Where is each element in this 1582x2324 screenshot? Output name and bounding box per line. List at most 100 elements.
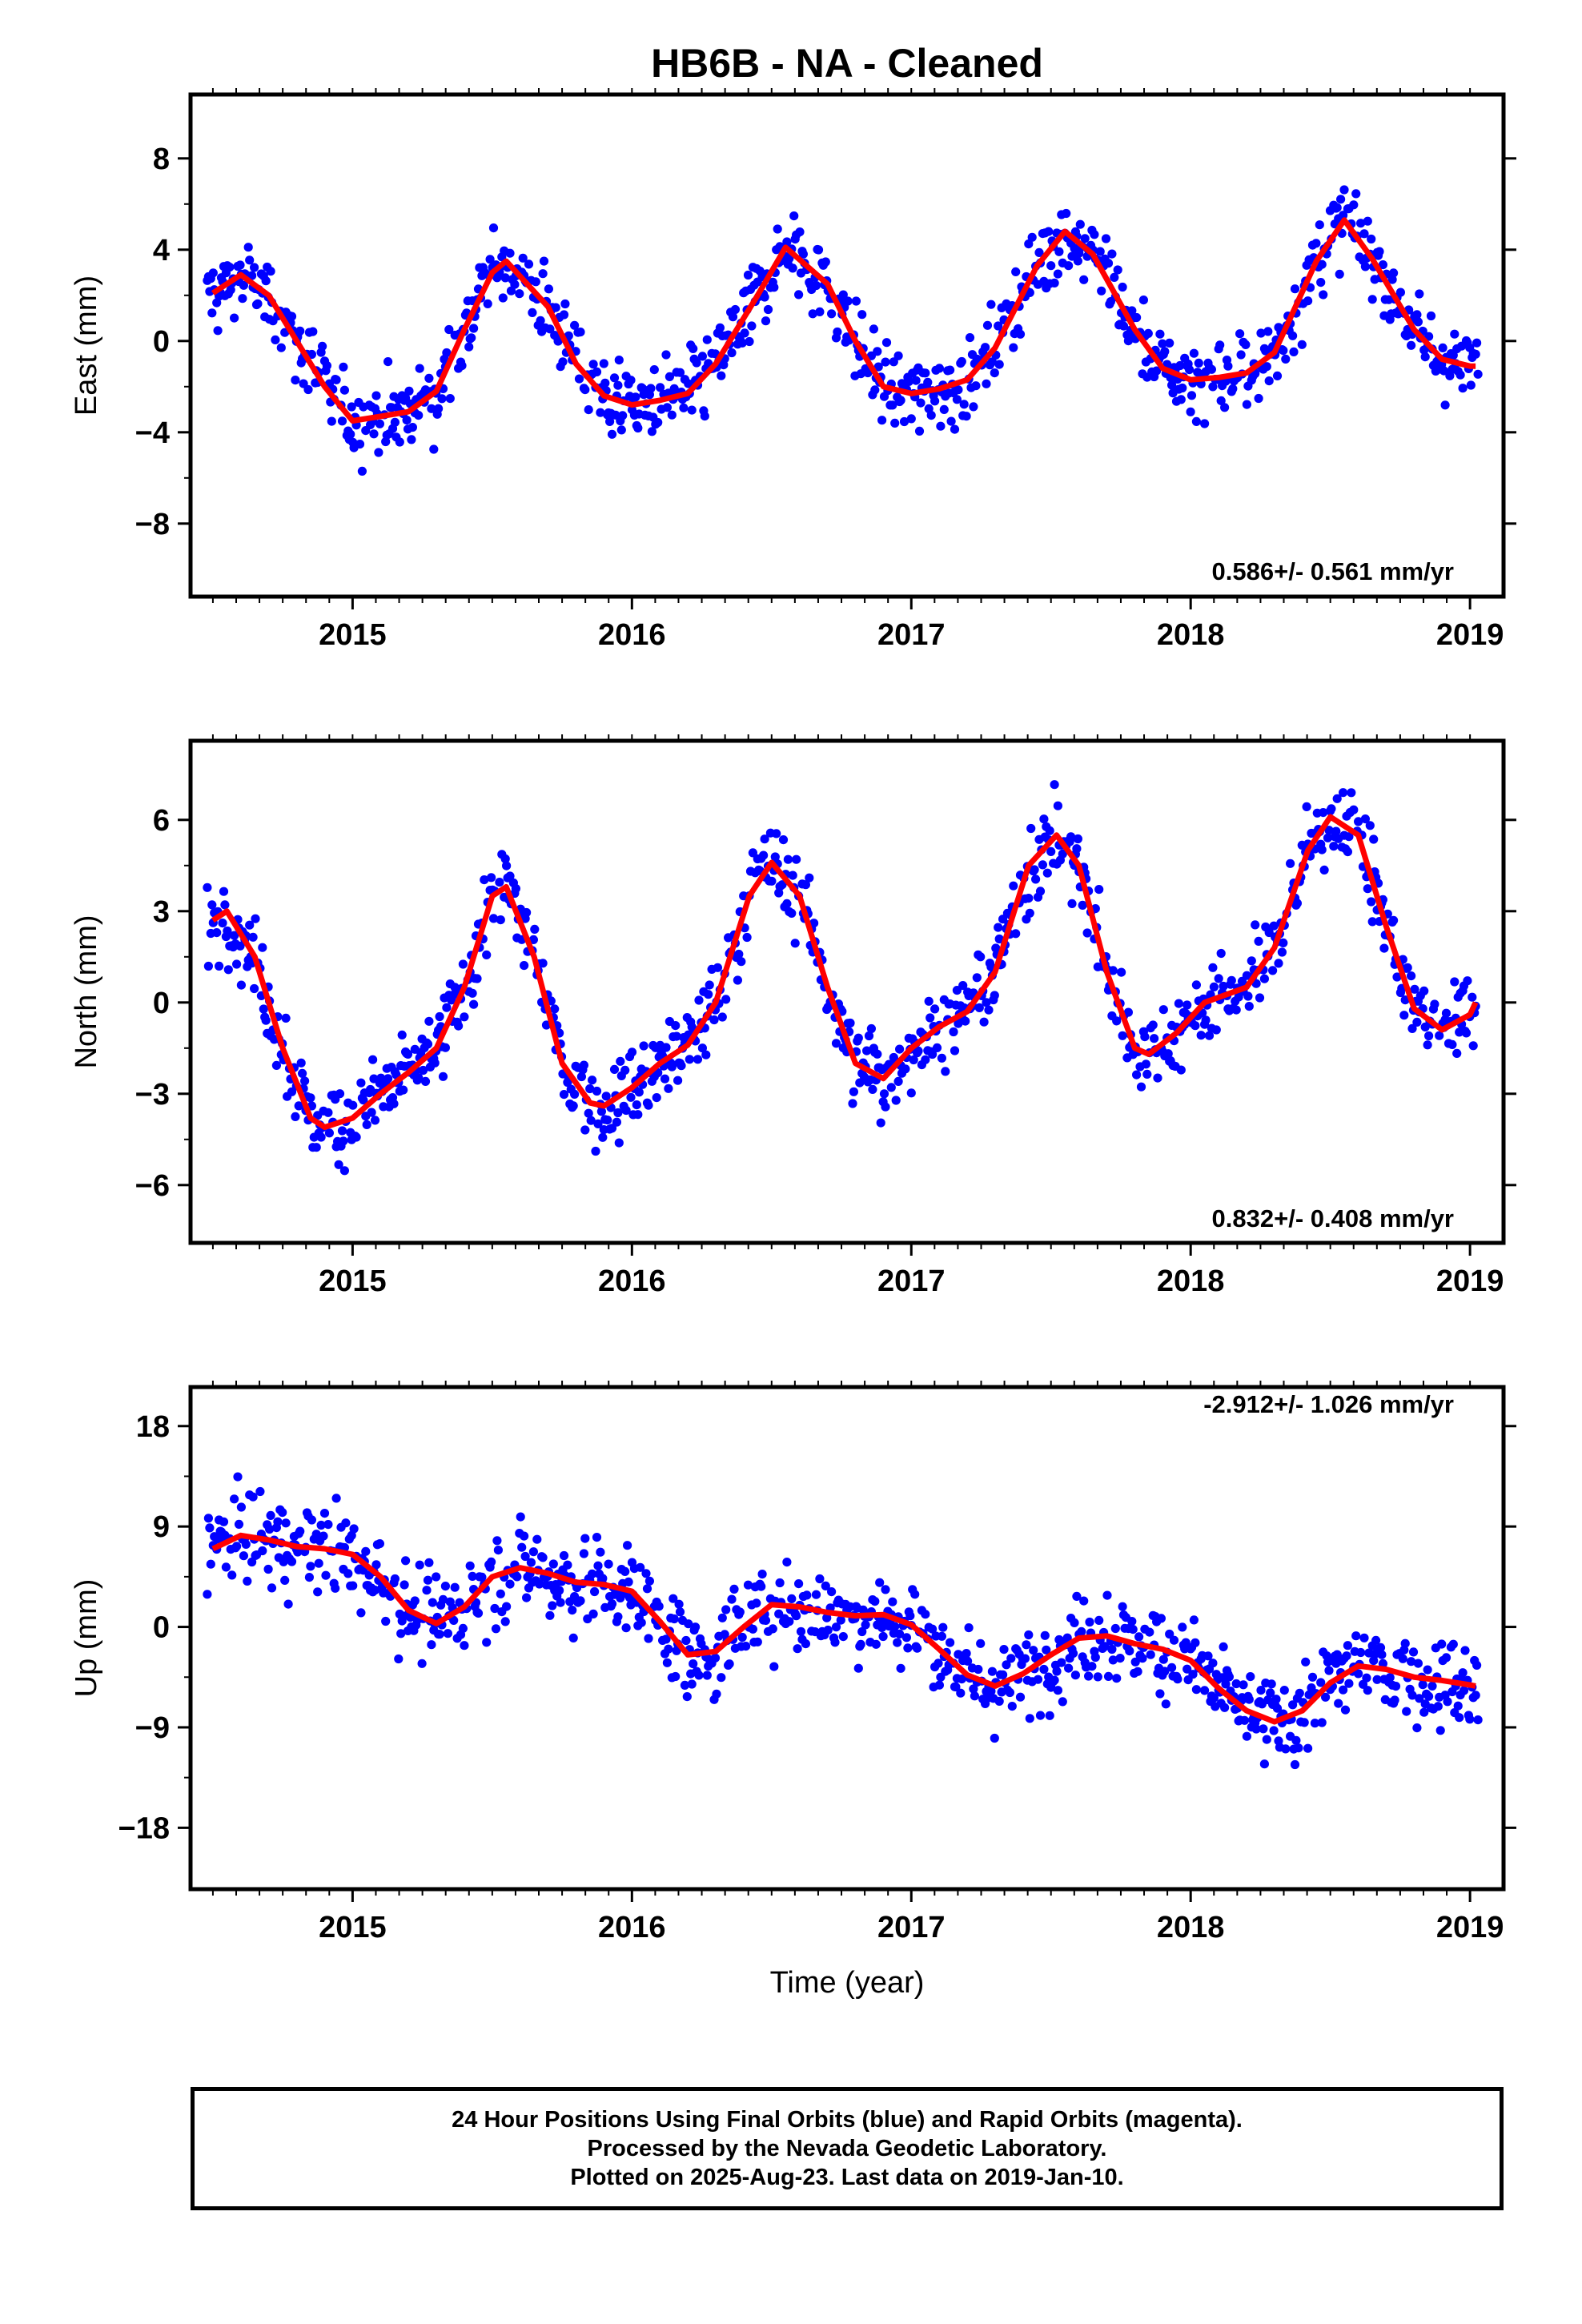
- data-point: [1107, 1644, 1117, 1655]
- data-point: [1415, 289, 1424, 299]
- data-point: [1277, 947, 1287, 957]
- data-point: [669, 384, 679, 393]
- data-point: [896, 396, 905, 405]
- y-tick-label: −6: [135, 1169, 170, 1203]
- data-point: [203, 883, 212, 892]
- data-point: [1160, 1667, 1170, 1676]
- data-point: [1073, 256, 1082, 266]
- data-point: [1472, 338, 1482, 348]
- data-point: [675, 1607, 685, 1617]
- data-point: [1259, 1759, 1269, 1769]
- data-point: [424, 1016, 434, 1026]
- data-point: [1412, 1017, 1422, 1027]
- data-point: [768, 1624, 777, 1634]
- data-point: [1453, 1701, 1463, 1711]
- data-point: [1459, 1686, 1469, 1695]
- data-point: [1033, 1675, 1043, 1684]
- data-point: [1317, 845, 1327, 854]
- data-point: [742, 932, 752, 943]
- data-point: [1259, 1724, 1268, 1734]
- data-point: [1367, 897, 1376, 907]
- data-point: [215, 961, 224, 971]
- data-point: [1447, 1039, 1457, 1049]
- data-point: [1101, 234, 1111, 243]
- data-point: [1221, 1679, 1231, 1689]
- data-point: [399, 1085, 408, 1095]
- data-point: [482, 1638, 492, 1647]
- data-point: [913, 1046, 923, 1055]
- data-point: [374, 448, 383, 457]
- data-point: [632, 1100, 641, 1110]
- fit-line-east: [211, 217, 1476, 424]
- data-point: [1407, 1691, 1417, 1700]
- data-point: [454, 1021, 464, 1031]
- data-point: [1269, 1726, 1279, 1735]
- data-point: [1369, 834, 1379, 844]
- data-point: [473, 1608, 484, 1618]
- data-point: [1256, 328, 1266, 338]
- data-point: [1191, 980, 1201, 990]
- data-point: [1108, 1655, 1118, 1665]
- data-point: [1158, 1655, 1168, 1664]
- data-point: [737, 957, 746, 967]
- data-point: [1142, 1069, 1152, 1079]
- data-point: [323, 1108, 333, 1117]
- fit-line-north: [211, 814, 1479, 1131]
- data-point: [1223, 361, 1233, 371]
- data-point: [555, 1586, 564, 1595]
- data-point: [946, 365, 955, 375]
- data-point: [760, 834, 769, 844]
- data-point: [710, 1653, 721, 1663]
- data-point: [1064, 1663, 1074, 1673]
- x-tick-label: 2015: [319, 618, 387, 652]
- data-point: [424, 1558, 434, 1567]
- data-point: [876, 1118, 885, 1128]
- data-point: [697, 352, 708, 361]
- y-axis-label: East (mm): [70, 275, 103, 416]
- data-point: [928, 1624, 938, 1634]
- data-point: [248, 932, 258, 942]
- data-point: [946, 416, 956, 426]
- data-point: [689, 344, 698, 353]
- data-point: [641, 1569, 651, 1578]
- data-point: [660, 1074, 670, 1084]
- x-tick-label: 2016: [598, 1911, 666, 1944]
- data-point: [1407, 1657, 1416, 1667]
- data-point: [1412, 310, 1422, 320]
- data-point: [1242, 1731, 1251, 1741]
- data-point: [1448, 1639, 1458, 1649]
- data-point: [677, 1061, 686, 1071]
- data-point: [1242, 400, 1251, 409]
- data-point: [1413, 317, 1423, 327]
- data-point: [1138, 1654, 1147, 1663]
- data-point: [1191, 1685, 1201, 1695]
- data-point: [921, 1610, 930, 1619]
- data-point: [893, 1638, 902, 1647]
- data-point: [873, 347, 882, 356]
- data-point: [838, 1632, 848, 1642]
- data-point: [1236, 350, 1246, 360]
- data-point: [1461, 1028, 1472, 1038]
- x-tick-label: 2017: [877, 1911, 946, 1944]
- data-point: [1339, 185, 1349, 195]
- data-point: [1228, 384, 1238, 394]
- data-point: [705, 980, 714, 990]
- data-point: [857, 1626, 867, 1637]
- data-point: [1256, 1686, 1266, 1695]
- data-point: [236, 1502, 246, 1512]
- data-point: [1290, 284, 1300, 294]
- data-point: [603, 1116, 612, 1125]
- data-point: [934, 364, 944, 373]
- data-point: [790, 939, 800, 948]
- data-point: [1024, 1630, 1034, 1640]
- data-point: [435, 1630, 444, 1639]
- data-point: [987, 357, 997, 367]
- data-point: [520, 1531, 529, 1541]
- data-point: [1362, 1673, 1371, 1683]
- data-point: [679, 403, 689, 412]
- data-point: [782, 1558, 792, 1567]
- data-point: [881, 357, 890, 367]
- data-point: [1025, 908, 1034, 918]
- data-point: [1030, 865, 1039, 875]
- data-point: [604, 1559, 613, 1569]
